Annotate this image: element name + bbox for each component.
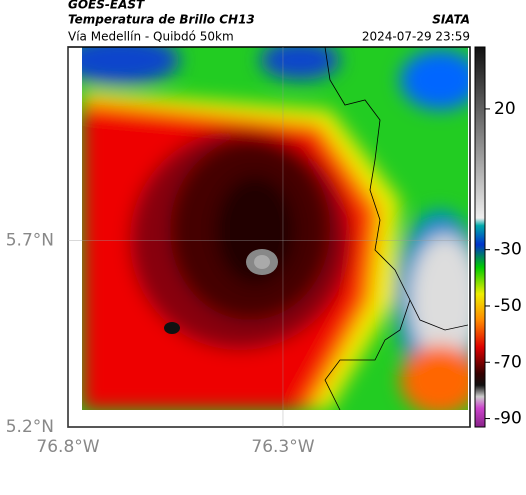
colorbar-tick-label: 20 (494, 99, 516, 119)
y-tick-label: 5.2°N (6, 417, 54, 437)
colorbar-tick-label: -50 (494, 296, 522, 316)
colorbar-tick-label: -90 (494, 409, 522, 429)
title: GOES-EAST (68, 0, 145, 12)
imagery (82, 47, 468, 410)
y-tick-label: 5.7°N (6, 231, 54, 251)
subtitle: Temperatura de Brillo CH13 (68, 13, 255, 27)
colorbar-tick-label: -30 (494, 240, 522, 260)
x-tick-label: 76.8°W (36, 437, 99, 457)
x-tick-label: 76.3°W (251, 437, 314, 457)
datetime: 2024-07-29 23:59 (362, 30, 470, 44)
source: SIATA (432, 13, 470, 27)
region: Vía Medellín - Quibdó 50km (68, 30, 234, 44)
colorbar (474, 46, 486, 428)
colorbar-tick-label: -70 (494, 352, 522, 372)
